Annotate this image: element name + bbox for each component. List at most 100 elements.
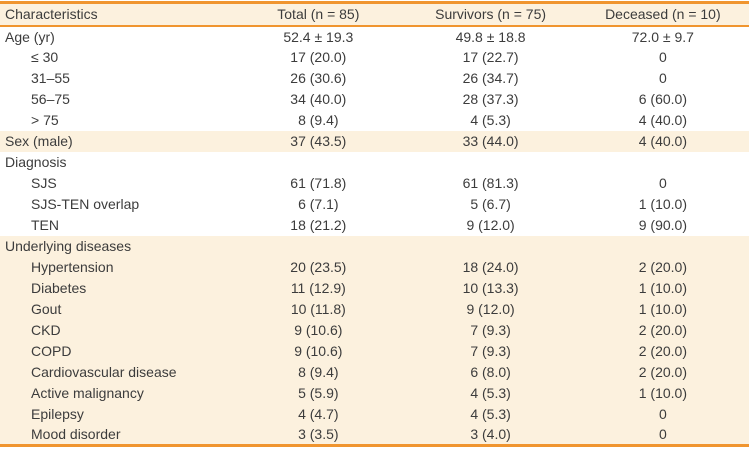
total-cell: 37 (43.5)	[290, 133, 347, 149]
deceased-cell: 9 (90.0)	[638, 217, 687, 233]
survivors-cell: 3 (4.0)	[470, 426, 511, 443]
survivors-cell: 6 (8.0)	[470, 364, 511, 380]
row-label: Diagnosis	[5, 154, 67, 170]
survivors-cell: 9 (12.0)	[466, 301, 515, 317]
survivors-cell: 4 (5.3)	[470, 385, 511, 401]
total-cell: 5 (5.9)	[298, 385, 339, 401]
survivors-cell: 28 (37.3)	[462, 91, 519, 107]
deceased-cell: 4 (40.0)	[638, 133, 687, 149]
total-cell: 9 (10.6)	[294, 322, 343, 338]
row-label: CKD	[31, 322, 61, 338]
total-cell	[232, 152, 404, 173]
row-label: Active malignancy	[31, 385, 144, 401]
header-row: Characteristics Total (n = 85) Survivors…	[0, 2, 749, 26]
deceased-cell: 2 (20.0)	[638, 322, 687, 338]
survivors-cell: 61 (81.3)	[462, 175, 519, 191]
survivors-cell: 49.8 ± 18.8	[455, 28, 526, 45]
col-header-total: Total (n = 85)	[277, 6, 360, 23]
row-label: 56–75	[31, 91, 70, 107]
survivors-cell: 26 (34.7)	[462, 70, 519, 86]
row-label: Sex (male)	[5, 133, 73, 149]
total-cell: 61 (71.8)	[290, 175, 347, 191]
col-header-deceased: Deceased (n = 10)	[605, 6, 721, 23]
survivors-cell: 10 (13.3)	[462, 280, 519, 296]
survivors-cell: 4 (5.3)	[470, 406, 511, 422]
survivors-cell: 7 (9.3)	[470, 343, 511, 359]
total-cell: 8 (9.4)	[298, 364, 339, 380]
row-label: Diabetes	[31, 280, 87, 296]
deceased-cell: 0	[658, 426, 667, 443]
survivors-cell	[404, 152, 576, 173]
table-row: > 75 8 (9.4) 4 (5.3) 4 (40.0)	[0, 110, 749, 131]
row-label: Underlying diseases	[5, 238, 132, 254]
survivors-cell: 17 (22.7)	[462, 49, 519, 65]
row-label: TEN	[31, 217, 59, 233]
total-cell: 20 (23.5)	[290, 259, 347, 275]
table-row: ≤ 30 17 (20.0) 17 (22.7) 0	[0, 47, 749, 68]
survivors-cell: 18 (24.0)	[462, 259, 519, 275]
table-row: Age (yr) 52.4 ± 19.3 49.8 ± 18.8 72.0 ± 9.7	[0, 26, 749, 47]
total-cell: 11 (12.9)	[290, 280, 346, 296]
row-label: Age (yr)	[5, 28, 55, 45]
deceased-cell: 2 (20.0)	[638, 259, 687, 275]
survivors-cell: 7 (9.3)	[470, 322, 511, 338]
deceased-cell: 4 (40.0)	[638, 112, 687, 128]
deceased-cell: 0	[658, 406, 667, 422]
total-cell: 8 (9.4)	[298, 112, 339, 128]
total-cell: 34 (40.0)	[290, 91, 347, 107]
deceased-cell: 1 (10.0)	[638, 280, 687, 296]
deceased-cell: 2 (20.0)	[638, 364, 687, 380]
survivors-cell: 4 (5.3)	[470, 112, 511, 128]
table-row: CKD 9 (10.6) 7 (9.3) 2 (20.0)	[0, 319, 749, 341]
row-label: SJS	[31, 175, 57, 191]
row-label: COPD	[31, 343, 72, 359]
table-row: SJS 61 (71.8) 61 (81.3) 0	[0, 173, 749, 194]
row-label: SJS-TEN overlap	[31, 196, 140, 212]
survivors-cell: 9 (12.0)	[466, 217, 515, 233]
deceased-cell: 1 (10.0)	[638, 385, 687, 401]
col-header-survivors: Survivors (n = 75)	[435, 6, 547, 23]
row-label: Epilepsy	[31, 406, 84, 422]
table-row: 31–55 26 (30.6) 26 (34.7) 0	[0, 68, 749, 89]
total-cell: 9 (10.6)	[294, 343, 343, 359]
deceased-cell: 72.0 ± 9.7	[631, 28, 694, 45]
table-row: COPD 9 (10.6) 7 (9.3) 2 (20.0)	[0, 340, 749, 362]
table-row: SJS-TEN overlap 6 (7.1) 5 (6.7) 1 (10.0)	[0, 194, 749, 215]
total-cell: 52.4 ± 19.3	[283, 28, 354, 45]
table-row: Active malignancy 5 (5.9) 4 (5.3) 1 (10.0)	[0, 382, 749, 404]
table-row: Cardiovascular disease 8 (9.4) 6 (8.0) 2 (2…	[0, 361, 749, 383]
total-cell	[232, 236, 404, 257]
survivors-cell: 5 (6.7)	[470, 196, 511, 212]
table-row: Underlying diseases	[0, 235, 749, 257]
deceased-cell: 0	[658, 70, 667, 86]
table-row: Mood disorder 3 (3.5) 3 (4.0) 0	[0, 424, 749, 446]
survivors-cell: 33 (44.0)	[462, 133, 519, 149]
deceased-cell	[577, 236, 749, 257]
total-cell: 10 (11.8)	[290, 301, 346, 317]
table-row: Epilepsy 4 (4.7) 4 (5.3) 0	[0, 403, 749, 425]
row-label: Hypertension	[31, 259, 114, 275]
total-cell: 4 (4.7)	[298, 406, 339, 422]
deceased-cell: 0	[658, 175, 667, 191]
table-row: Gout 10 (11.8) 9 (12.0) 1 (10.0)	[0, 298, 749, 320]
table-row: Diabetes 11 (12.9) 10 (13.3) 1 (10.0)	[0, 277, 749, 299]
table-row: Hypertension 20 (23.5) 18 (24.0) 2 (20.0)	[0, 256, 749, 278]
table-row: Diagnosis	[0, 152, 749, 173]
table-row: TEN 18 (21.2) 9 (12.0) 9 (90.0)	[0, 215, 749, 236]
row-label: ≤ 30	[31, 49, 59, 65]
row-label: Cardiovascular disease	[31, 364, 177, 380]
total-cell: 18 (21.2)	[290, 217, 347, 233]
row-label: 31–55	[31, 70, 70, 86]
col-header-characteristics: Characteristics	[5, 6, 98, 23]
row-label: Gout	[31, 301, 62, 317]
deceased-cell: 0	[658, 49, 667, 65]
row-label: Mood disorder	[31, 426, 121, 443]
deceased-cell: 1 (10.0)	[638, 196, 687, 212]
deceased-cell: 2 (20.0)	[638, 343, 687, 359]
table-row: 56–75 34 (40.0) 28 (37.3) 6 (60.0)	[0, 89, 749, 110]
row-label: > 75	[31, 112, 59, 128]
deceased-cell	[577, 152, 749, 173]
table-row: Sex (male) 37 (43.5) 33 (44.0) 4 (40.0)	[0, 130, 749, 152]
